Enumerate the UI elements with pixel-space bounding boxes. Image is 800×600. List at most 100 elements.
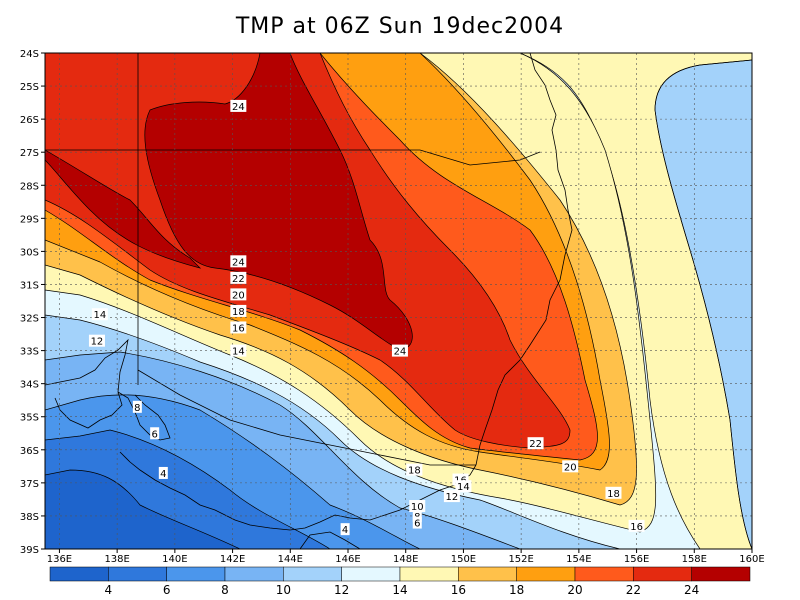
contour-label-box [158,466,168,479]
contour-label: 12 [446,492,459,503]
colorbar-label: 12 [334,583,349,597]
contour-label-box [412,509,422,522]
colorbar-label: 8 [221,583,229,597]
lat-tick-label: 26S [20,115,39,126]
lat-tick-label: 24S [20,49,39,60]
lat-tick-label: 28S [20,181,39,192]
coastline-segment-0 [475,53,573,466]
lat-tick-label: 38S [20,512,39,523]
lon-tick-label: 142E [220,554,245,565]
lat-tick-label: 30S [20,247,39,258]
lat-tick-label: 37S [20,479,39,490]
colorbar-label: 24 [684,583,699,597]
contour-label-box [406,463,423,476]
colorbar-swatch [574,566,634,582]
contour-label: 16 [630,522,643,533]
colorbar-swatch [633,566,692,582]
colorbar-swatch [341,566,401,582]
contour-label-box [455,480,472,493]
colorbar-label: 22 [626,583,641,597]
contour-label: 18 [232,307,245,318]
contour-label: 6 [414,519,420,530]
contour-label-box [443,490,460,503]
colorbar-label: 10 [276,583,291,597]
lon-tick-label: 148E [393,554,418,565]
contour-label-box [391,344,408,357]
colorbar-label: 14 [392,583,407,597]
contour-label: 20 [232,290,245,301]
colorbar-swatch [458,566,517,582]
coastline-segment-3 [117,391,171,441]
contour-label-box [628,519,645,532]
contour-label-box [230,321,247,334]
contour-label-box [230,344,247,357]
temperature-field [45,53,752,549]
contour-label: 24 [394,347,407,358]
contour-label: 14 [93,310,106,321]
colorbar-label: 20 [567,583,582,597]
lon-tick-label: 158E [682,554,707,565]
contour-labels: 2424222018161414122422201816141210868644… [88,99,645,536]
lat-tick-label: 31S [20,280,39,291]
lat-tick-label: 32S [20,314,39,325]
contour-label: 4 [160,469,166,480]
contour-label: 22 [232,274,245,285]
lon-tick-label: 156E [624,554,649,565]
colorbar-label: 16 [451,583,466,597]
contour-label: 10 [411,502,424,513]
contour-label: 24 [232,102,245,113]
contour-label-box [88,334,105,347]
contour-label: 18 [408,466,421,477]
lon-tick-label: 140E [162,554,187,565]
colorbar-swatch [516,566,576,582]
colorbar: 4 6 8 10 12 14 16 18 20 22 24 [49,566,751,597]
contour-label-box [230,271,247,284]
map-axes: 136E 138E 140E 142E 144E 146E 148E 150E 152E 154E… [20,49,765,565]
colorbar-swatch [691,566,751,582]
lat-tick-label: 34S [20,380,39,391]
lat-tick-label: 36S [20,446,39,457]
lat-tick-label: 35S [20,413,39,424]
contour-label: 4 [342,525,348,536]
contour-label-box [562,460,579,473]
contour-label: 8 [134,403,140,414]
contour-label-box [340,523,350,536]
coastline-segment-7 [137,369,476,466]
contour-label-box [605,486,622,499]
map-title: TMP at 06Z Sun 19dec2004 [235,14,565,39]
ocean-contour [654,59,752,549]
colorbar-swatch [49,566,109,582]
coastline-segment-1 [119,451,477,531]
lat-tick-label: 29S [20,214,39,225]
contour-label: 22 [529,439,542,450]
contour-label-box [230,288,247,301]
contour-label-box [230,304,247,317]
lat-tick-label: 27S [20,148,39,159]
contour-label: 12 [91,337,104,348]
lon-tick-label: 138E [104,554,129,565]
colorbar-swatch [224,566,284,582]
coastline-segment-5 [45,149,541,166]
contour-label-box [150,427,160,440]
lon-tick-label: 154E [566,554,591,565]
colorbar-label: 6 [163,583,171,597]
contour-label: 20 [564,462,577,473]
temperature-band-11 [45,53,413,351]
lon-tick-label: 150E [451,554,476,565]
map-frame [44,52,753,550]
coastline [45,53,573,549]
lon-tick-label: 144E [278,554,303,565]
colorbar-label: 18 [509,583,524,597]
lon-tick-label: 136E [47,554,72,565]
contour-label: 14 [232,347,245,358]
contour-label: 24 [232,257,245,268]
lon-tick-label: 152E [508,554,533,565]
coastline-segment-4 [299,531,361,549]
colorbar-label: 4 [105,583,113,597]
contour-label-box [132,400,142,413]
lat-tick-label: 33S [20,347,39,358]
colorbar-swatch [283,566,342,582]
lat-tick-label: 25S [20,82,39,93]
contour-label-box [412,516,422,529]
